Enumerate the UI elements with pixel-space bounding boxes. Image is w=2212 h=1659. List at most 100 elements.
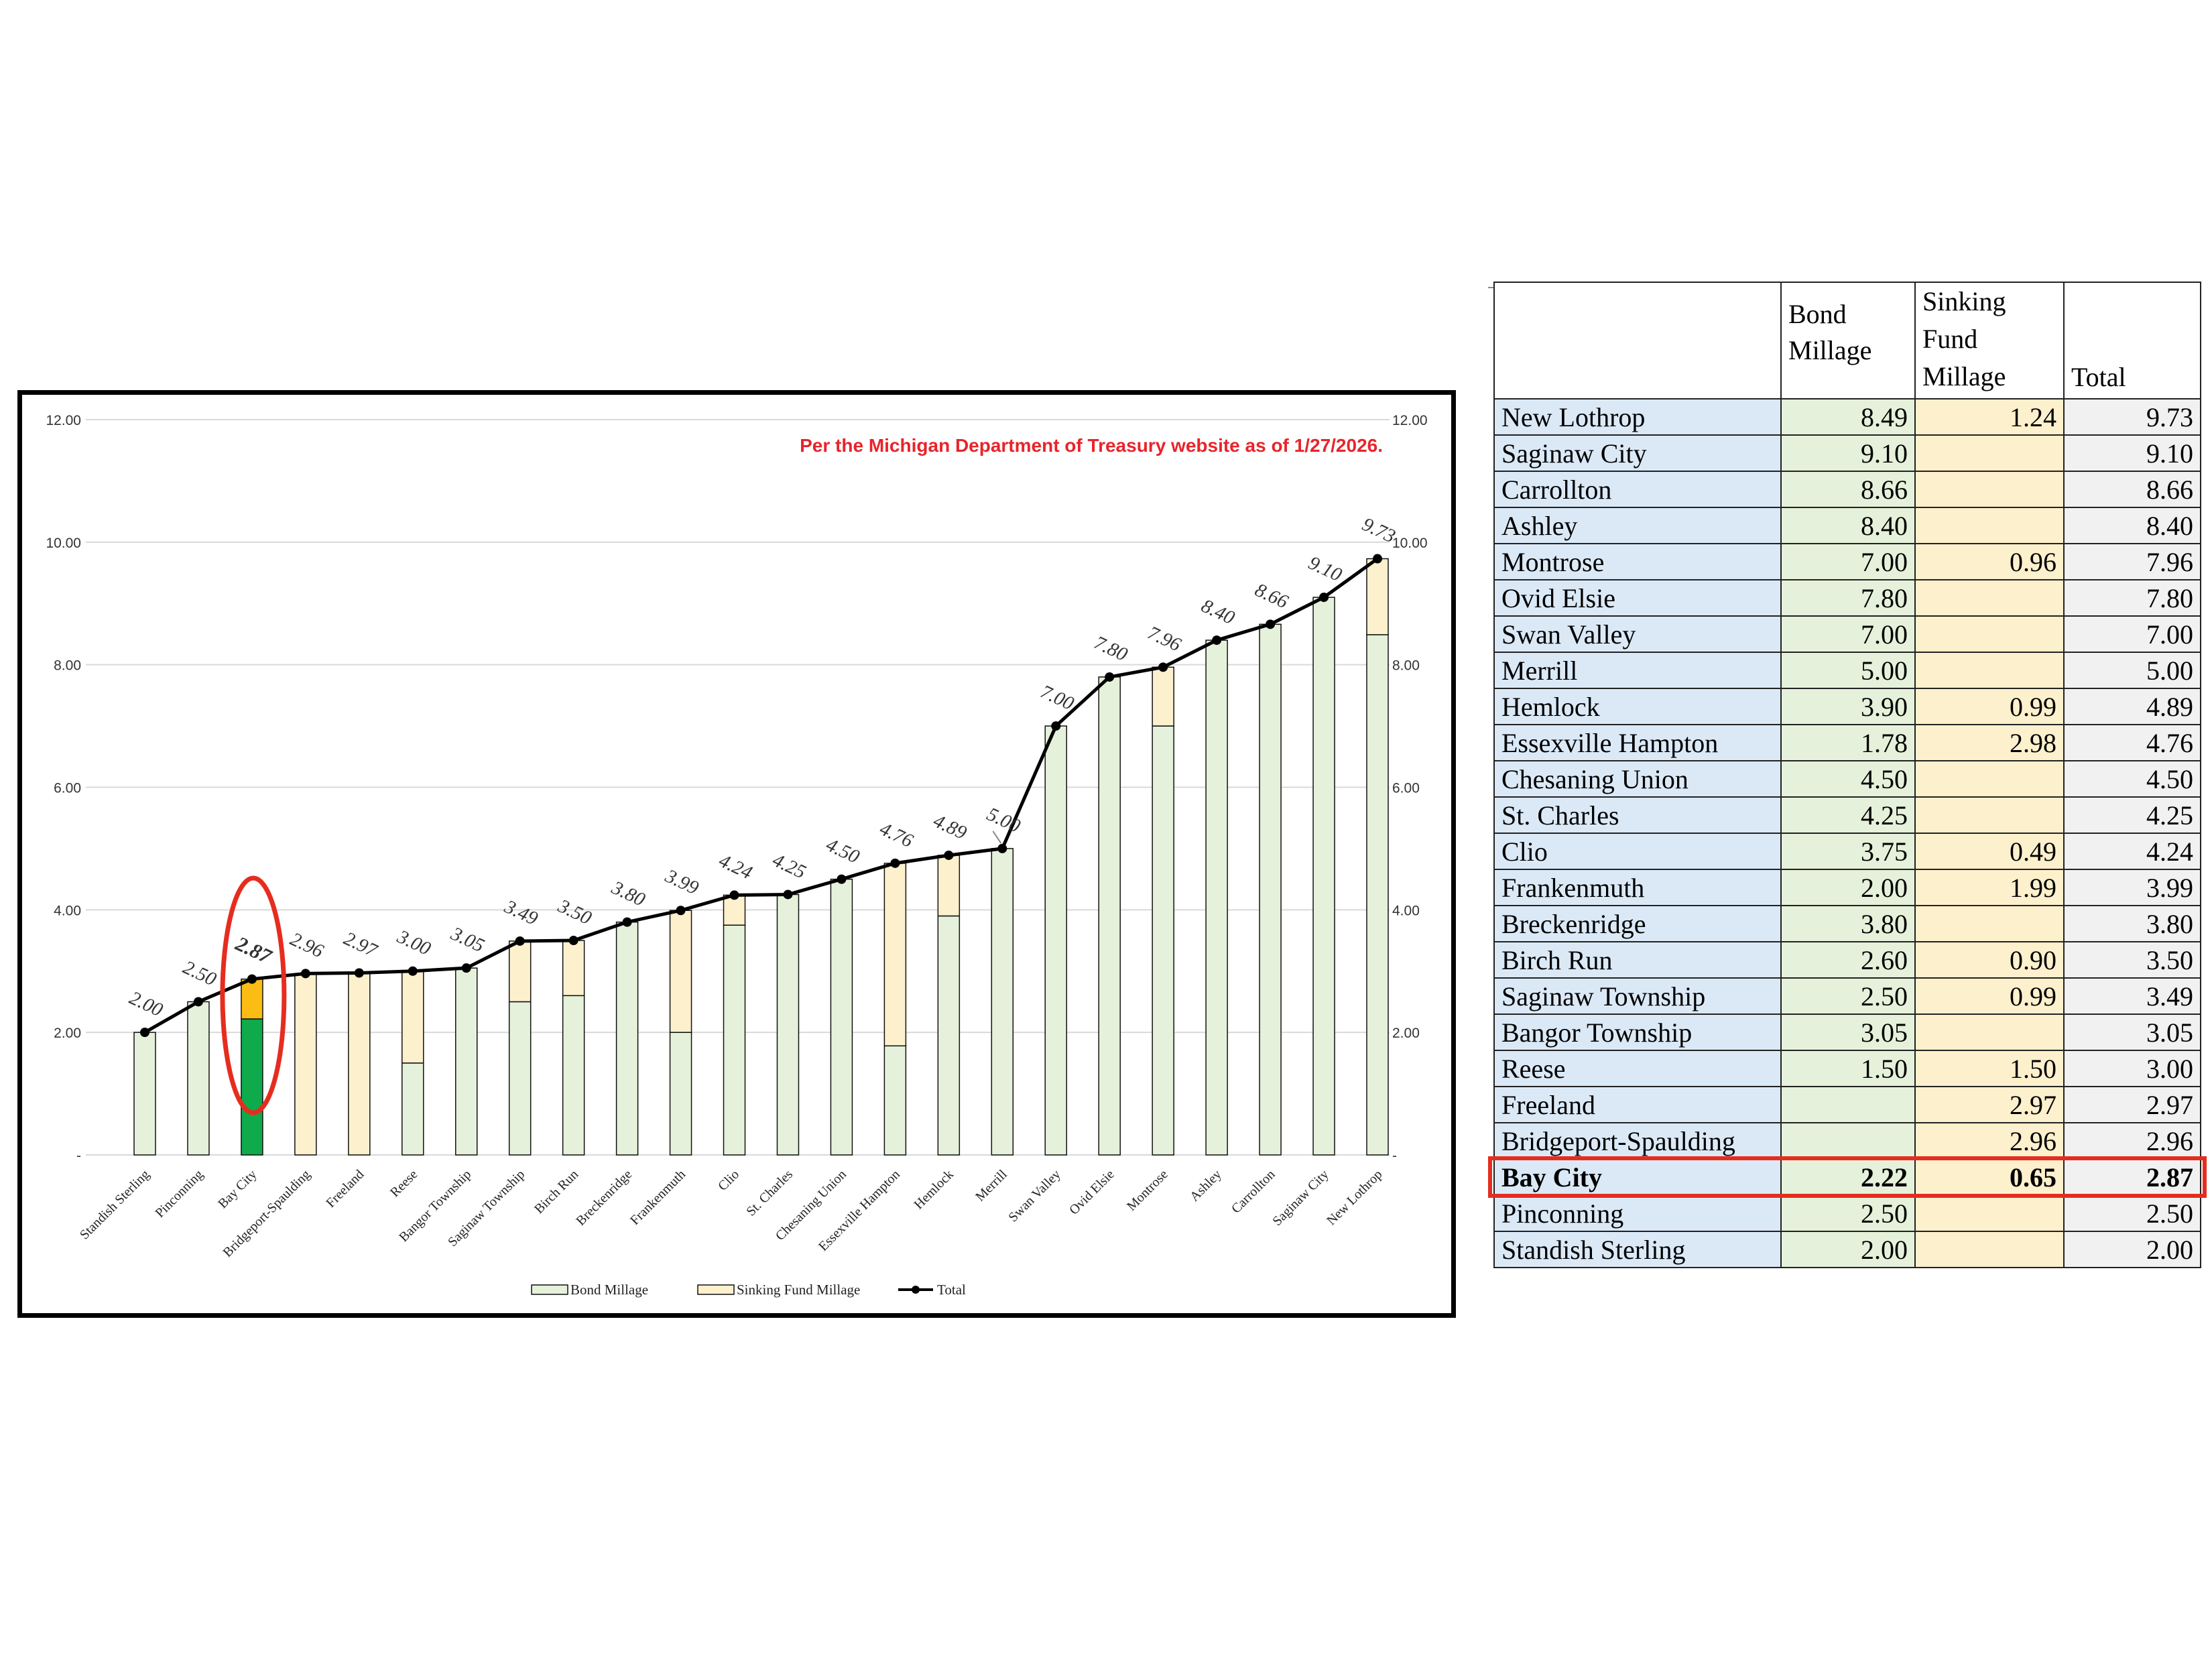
table-cell-name: Saginaw Township [1493, 977, 1782, 1015]
table-cell-total: 8.66 [2063, 471, 2201, 508]
table-row: Hemlock 3.90 0.99 4.89 [1493, 688, 2201, 725]
table-row: Saginaw City 9.10 9.10 [1493, 434, 2201, 472]
table-cell-name: Essexville Hampton [1493, 724, 1782, 761]
total-data-label: 8.66 [1251, 579, 1292, 613]
table-header-bond-label: Bond Millage [1788, 299, 1872, 365]
total-data-label: 3.05 [447, 922, 487, 957]
sink-bar [723, 894, 746, 926]
bond-bar [991, 848, 1014, 1156]
bond-bar [1259, 623, 1282, 1156]
y-tick-label-right: 6.00 [1392, 781, 1420, 796]
table-cell-bond: 2.00 [1780, 1231, 1916, 1268]
table-cell-sink [1914, 1231, 2065, 1268]
table-cell-name: Saginaw City [1493, 434, 1782, 472]
table-cell-bond [1780, 1122, 1916, 1160]
bay-city-highlight-box [1488, 1156, 2207, 1198]
millage-chart: - - 2.00 2.00 4.00 4.00 6.00 6.00 8.00 8.00 10.00 1… [46, 413, 1427, 1298]
y-tick-label-left: - [76, 1148, 81, 1164]
table-cell-bond: 1.78 [1780, 724, 1916, 761]
table-row: Montrose 7.00 0.96 7.96 [1493, 543, 2201, 580]
table-cell-sink: 0.49 [1914, 833, 2065, 870]
category-label: Merrill [973, 1167, 1010, 1205]
table-cell-bond: 2.00 [1780, 869, 1916, 906]
bond-bar [508, 1001, 532, 1156]
table-header-sink: Sinking Fund Millage [1914, 282, 2065, 400]
table-cell-bond: 2.60 [1780, 941, 1916, 979]
table-header-sink-label: Sinking Fund Millage [1922, 286, 2006, 391]
legend-total-marker [912, 1286, 920, 1294]
table-cell-bond: 9.10 [1780, 434, 1916, 472]
table-row: St. Charles 4.25 4.25 [1493, 796, 2201, 834]
table-cell-sink [1914, 615, 2065, 653]
category-label: Bay City [215, 1167, 259, 1211]
table-cell-total: 8.40 [2063, 507, 2201, 544]
table-cell-bond: 8.49 [1780, 398, 1916, 436]
bond-bar [669, 1032, 692, 1156]
table-row: Bangor Township 3.05 3.05 [1493, 1013, 2201, 1051]
legend-total-label: Total [937, 1282, 966, 1298]
table-row: Chesaning Union 4.50 4.50 [1493, 760, 2201, 798]
total-point [997, 843, 1007, 853]
table-cell-sink: 0.96 [1914, 543, 2065, 580]
table-cell-name: Merrill [1493, 652, 1782, 689]
table-row: Reese 1.50 1.50 3.00 [1493, 1050, 2201, 1087]
millage-table: Bond Millage Sinking Fund Millage Total … [1493, 282, 2201, 1268]
table-cell-bond: 1.50 [1780, 1050, 1916, 1087]
category-label: Ovid Elsie [1066, 1167, 1117, 1218]
table-header-bond: Bond Millage [1780, 282, 1916, 400]
table-cell-sink: 1.99 [1914, 869, 2065, 906]
sink-bar [348, 972, 371, 1156]
sink-bar [241, 978, 263, 1020]
table-cell-name: Swan Valley [1493, 615, 1782, 653]
total-point [1051, 721, 1061, 731]
total-point [1373, 554, 1382, 564]
table-cell-sink [1914, 796, 2065, 834]
category-label: Bridgeport-Spaulding [221, 1167, 314, 1260]
bond-bar [830, 878, 853, 1156]
total-data-label: 3.50 [554, 895, 595, 929]
bond-bar [1366, 634, 1389, 1156]
label-leader [992, 831, 1002, 844]
table-row: Carrollton 8.66 8.66 [1493, 471, 2201, 508]
table-cell-sink: 1.50 [1914, 1050, 2065, 1087]
bond-bar [1098, 676, 1121, 1156]
total-point [193, 997, 203, 1007]
total-data-label: 4.50 [822, 834, 863, 868]
table-cell-sink [1914, 1013, 2065, 1051]
sink-bar [294, 973, 317, 1156]
source-note: Per the Michigan Department of Treasury … [800, 435, 1383, 456]
bond-bar [187, 1001, 210, 1156]
category-label: Breckenridge [573, 1167, 635, 1229]
total-data-label: 5.00 [983, 804, 1024, 838]
y-tick-label-left: 10.00 [46, 536, 81, 551]
legend-sink-label: Sinking Fund Millage [737, 1282, 860, 1298]
y-tick-label-left: 8.00 [54, 658, 81, 674]
table-cell-name: Chesaning Union [1493, 760, 1782, 798]
total-data-label: 2.87 [231, 931, 275, 969]
total-data-label: 2.00 [126, 987, 166, 1022]
bond-bar [133, 1032, 156, 1156]
y-tick-label-left: 6.00 [54, 781, 81, 796]
category-label: Montrose [1124, 1167, 1171, 1214]
table-cell-total: 3.05 [2063, 1013, 2201, 1051]
table-cell-bond: 2.50 [1780, 1194, 1916, 1232]
table-cell-total: 2.96 [2063, 1122, 2201, 1160]
category-label: Reese [387, 1167, 420, 1200]
category-label: Pinconning [153, 1167, 206, 1221]
highlight-ellipse [220, 875, 287, 1115]
table-row: Bay City 2.22 0.65 2.87 [1493, 1158, 2201, 1196]
total-data-label: 3.49 [501, 896, 542, 930]
table-cell-name: Frankenmuth [1493, 869, 1782, 906]
table-cell-sink: 0.99 [1914, 977, 2065, 1015]
sink-bar [1366, 558, 1389, 635]
total-data-label: 2.96 [287, 928, 327, 963]
category-label: Carrollton [1229, 1167, 1278, 1217]
table-cell-total: 5.00 [2063, 652, 2201, 689]
table-cell-bond: 5.00 [1780, 652, 1916, 689]
category-label: New Lothrop [1324, 1167, 1385, 1228]
category-label: Ashley [1187, 1167, 1225, 1205]
table-cell-sink: 2.97 [1914, 1086, 2065, 1123]
sink-bar [669, 910, 692, 1033]
total-data-label: 4.25 [770, 849, 810, 883]
total-point [300, 969, 310, 979]
